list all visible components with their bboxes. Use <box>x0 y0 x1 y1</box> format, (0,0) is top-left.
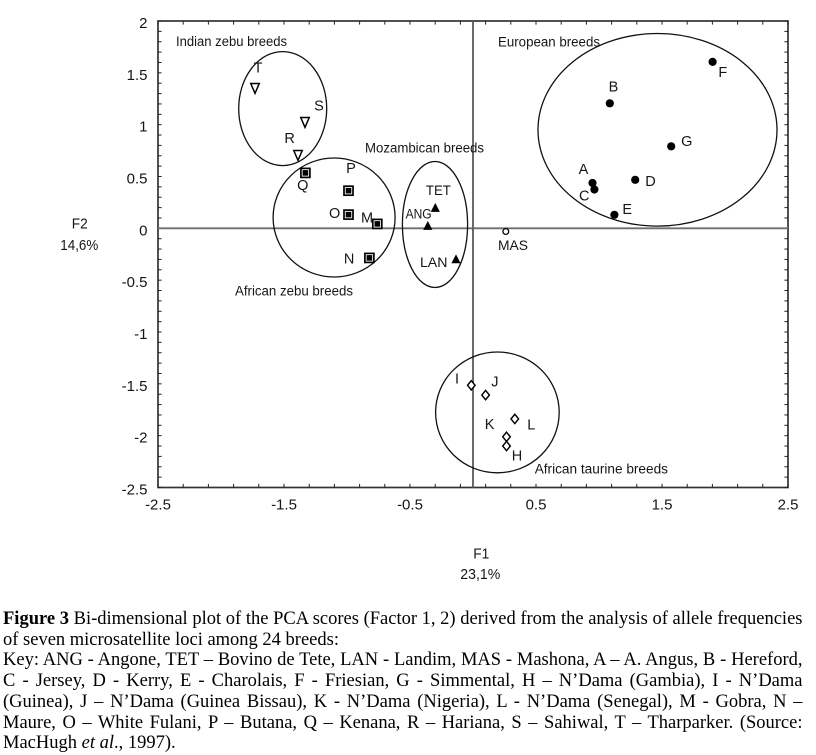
svg-text:O: O <box>329 206 340 222</box>
svg-text:N: N <box>344 251 354 267</box>
svg-text:2: 2 <box>139 15 147 32</box>
svg-text:F: F <box>718 65 727 81</box>
svg-text:1.5: 1.5 <box>127 67 148 84</box>
svg-text:L: L <box>527 417 535 433</box>
svg-text:-0.5: -0.5 <box>397 497 423 514</box>
svg-text:-1.5: -1.5 <box>122 378 148 395</box>
svg-text:ANG: ANG <box>406 207 432 223</box>
svg-text:-0.5: -0.5 <box>122 274 148 291</box>
svg-text:H: H <box>512 449 522 465</box>
svg-text:C: C <box>579 189 589 205</box>
svg-text:-1.5: -1.5 <box>271 497 297 514</box>
svg-text:A: A <box>579 162 589 178</box>
svg-text:0.5: 0.5 <box>526 497 547 514</box>
svg-text:I: I <box>455 372 459 388</box>
svg-text:F2: F2 <box>72 216 88 233</box>
svg-text:G: G <box>681 134 692 150</box>
svg-text:K: K <box>485 417 495 433</box>
svg-text:0.5: 0.5 <box>127 170 148 187</box>
svg-text:2.5: 2.5 <box>778 497 799 514</box>
svg-text:0: 0 <box>139 222 147 239</box>
svg-text:European breeds: European breeds <box>498 34 600 50</box>
svg-text:14,6%: 14,6% <box>60 237 98 254</box>
svg-text:-2: -2 <box>134 430 147 447</box>
svg-text:-2.5: -2.5 <box>122 481 148 498</box>
svg-text:D: D <box>645 174 655 190</box>
svg-text:-1: -1 <box>134 326 147 343</box>
svg-text:Mozambican breeds: Mozambican breeds <box>365 141 484 157</box>
svg-text:Indian zebu breeds: Indian zebu breeds <box>176 34 287 50</box>
svg-text:T: T <box>254 60 263 76</box>
svg-text:S: S <box>314 98 324 114</box>
svg-text:African taurine breeds: African taurine breeds <box>535 462 668 478</box>
svg-text:1.5: 1.5 <box>652 497 673 514</box>
svg-text:MAS: MAS <box>498 238 528 254</box>
svg-text:23,1%: 23,1% <box>460 566 500 583</box>
svg-text:Q: Q <box>297 178 308 194</box>
svg-text:B: B <box>609 80 619 96</box>
svg-text:LAN: LAN <box>420 255 448 271</box>
svg-text:African zebu breeds: African zebu breeds <box>235 284 353 300</box>
svg-text:R: R <box>284 131 294 147</box>
svg-text:P: P <box>346 161 356 177</box>
svg-text:F1: F1 <box>473 545 489 562</box>
svg-text:M: M <box>361 211 373 227</box>
svg-text:-2.5: -2.5 <box>145 497 171 514</box>
svg-text:TET: TET <box>426 183 451 199</box>
svg-text:E: E <box>622 202 632 218</box>
svg-text:1: 1 <box>139 119 147 136</box>
svg-text:J: J <box>491 375 498 391</box>
